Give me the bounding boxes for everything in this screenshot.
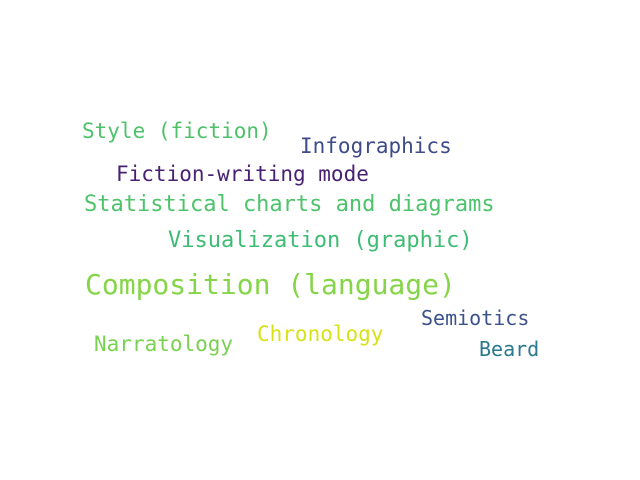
word-fiction-writing-mode: Fiction-writing mode (116, 162, 369, 186)
word-statistical-charts: Statistical charts and diagrams (84, 192, 495, 217)
word-style-fiction: Style (fiction) (82, 119, 272, 143)
word-semiotics: Semiotics (421, 306, 530, 330)
word-narratology: Narratology (94, 332, 234, 356)
word-beard: Beard (479, 337, 540, 361)
word-chronology: Chronology (257, 322, 384, 346)
word-composition-language: Composition (language) (85, 268, 456, 301)
word-visualization-graphic: Visualization (graphic) (168, 228, 473, 253)
word-infographics: Infographics (300, 134, 452, 158)
